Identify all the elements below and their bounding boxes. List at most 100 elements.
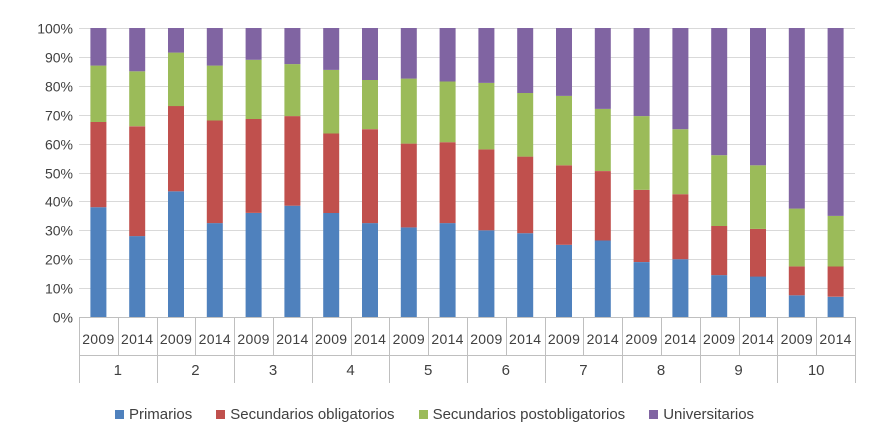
x-tick-label-year: 2014 bbox=[276, 331, 308, 347]
y-tick-label: 80% bbox=[45, 79, 73, 95]
bar-segment-primarios bbox=[129, 236, 146, 317]
bar-segment-secundarios-postobligatorios bbox=[827, 215, 844, 267]
x-tick-label-year: 2009 bbox=[315, 331, 347, 347]
bar-segment-primarios bbox=[168, 191, 184, 317]
bar-segment-secundarios-obligatorios bbox=[245, 119, 262, 213]
legend-label-primarios: Primarios bbox=[128, 405, 193, 423]
bar-segment-secundarios-postobligatorios bbox=[168, 52, 184, 107]
bar-segment-universitarios bbox=[323, 28, 340, 70]
x-tick-label-group: 6 bbox=[502, 362, 510, 379]
bar-segment-secundarios-postobligatorios bbox=[672, 129, 689, 195]
x-tick-label-year: 2009 bbox=[237, 331, 269, 347]
x-tick-label-group: 8 bbox=[657, 362, 665, 379]
bar-segment-secundarios-postobligatorios bbox=[284, 64, 301, 117]
x-tick-label-year: 2009 bbox=[548, 331, 580, 347]
x-tick-label-year: 2014 bbox=[587, 331, 619, 347]
y-tick-label: 40% bbox=[45, 194, 73, 210]
bar-segment-secundarios-obligatorios bbox=[400, 143, 417, 228]
bar-segment-primarios bbox=[672, 259, 689, 317]
bar-segment-primarios bbox=[206, 223, 223, 317]
bar-segment-secundarios-postobligatorios bbox=[90, 65, 107, 122]
legend-item-primarios: Primarios bbox=[114, 405, 193, 423]
x-tick-label-group: 10 bbox=[808, 362, 825, 379]
bar-segment-secundarios-postobligatorios bbox=[478, 82, 495, 150]
bar-segment-primarios bbox=[90, 207, 107, 317]
legend: Primarios Secundarios obligatorios Secun… bbox=[0, 402, 869, 426]
bar-segment-universitarios bbox=[788, 28, 805, 209]
bar-segment-secundarios-obligatorios bbox=[90, 121, 107, 208]
bar-segment-primarios bbox=[594, 240, 611, 317]
bar-segment-secundarios-obligatorios bbox=[672, 194, 689, 260]
bar-segment-universitarios bbox=[206, 28, 223, 66]
y-tick-label: 100% bbox=[37, 21, 73, 37]
legend-swatch-primarios bbox=[114, 409, 124, 419]
y-tick-label: 10% bbox=[45, 281, 73, 297]
bar-segment-secundarios-obligatorios bbox=[750, 228, 766, 277]
bar-segment-primarios bbox=[517, 233, 534, 317]
x-tick-label-year: 2009 bbox=[160, 331, 192, 347]
bar-segment-primarios bbox=[750, 276, 766, 317]
y-tick-label: 60% bbox=[45, 137, 73, 153]
x-tick-label-year: 2014 bbox=[742, 331, 774, 347]
bar-segment-secundarios-postobligatorios bbox=[400, 78, 417, 144]
x-tick-label-group: 2 bbox=[191, 362, 199, 379]
x-tick-label-year: 2014 bbox=[431, 331, 463, 347]
bar-segment-universitarios bbox=[168, 28, 184, 53]
bar-segment-secundarios-obligatorios bbox=[323, 133, 340, 213]
x-tick-label-year: 2014 bbox=[664, 331, 696, 347]
bar-segment-primarios bbox=[284, 205, 301, 317]
legend-item-secundarios-obligatorios: Secundarios obligatorios bbox=[216, 406, 395, 423]
bar-segment-secundarios-obligatorios bbox=[827, 266, 844, 297]
legend-swatch-secundarios-postobligatorios bbox=[418, 409, 428, 419]
bar-segment-secundarios-obligatorios bbox=[556, 165, 572, 245]
bar-segment-universitarios bbox=[750, 28, 766, 166]
bar-segment-secundarios-postobligatorios bbox=[633, 116, 650, 190]
bar-segment-primarios bbox=[478, 230, 495, 317]
x-tick-label-year: 2009 bbox=[82, 331, 114, 347]
bar-segment-secundarios-obligatorios bbox=[129, 126, 146, 237]
bar-segment-secundarios-postobligatorios bbox=[245, 59, 262, 119]
x-tick-label-group: 1 bbox=[114, 362, 122, 379]
x-tick-label-year: 2009 bbox=[470, 331, 502, 347]
x-tick-label-year: 2009 bbox=[703, 331, 735, 347]
bar-segment-secundarios-postobligatorios bbox=[323, 69, 340, 134]
bar-segment-universitarios bbox=[439, 28, 456, 82]
legend-label-secundarios-postobligatorios: Secundarios postobligatorios bbox=[432, 405, 626, 423]
bar-segment-universitarios bbox=[362, 28, 378, 80]
bar-segment-primarios bbox=[711, 275, 728, 317]
bar-segment-primarios bbox=[362, 223, 378, 317]
x-tick-label-group: 7 bbox=[579, 362, 587, 379]
y-tick-label: 90% bbox=[45, 50, 73, 66]
bar-segment-secundarios-obligatorios bbox=[517, 156, 534, 234]
legend-item-universitarios: Universitarios bbox=[649, 406, 754, 423]
x-tick-label-year: 2014 bbox=[121, 331, 153, 347]
y-tick-label: 0% bbox=[53, 310, 73, 326]
x-tick-label-year: 2014 bbox=[819, 331, 851, 347]
bar-segment-secundarios-postobligatorios bbox=[517, 93, 534, 157]
bar-segment-universitarios bbox=[827, 28, 844, 216]
bar-segment-universitarios bbox=[672, 28, 689, 130]
x-tick-label-year: 2009 bbox=[393, 331, 425, 347]
x-tick-label-group: 5 bbox=[424, 362, 432, 379]
bar-segment-secundarios-postobligatorios bbox=[129, 71, 146, 127]
legend-swatch-secundarios-obligatorios bbox=[216, 409, 226, 419]
bar-segment-universitarios bbox=[245, 28, 262, 60]
x-tick-label-year: 2014 bbox=[509, 331, 541, 347]
x-tick-label-year: 2014 bbox=[354, 331, 386, 347]
legend-item-secundarios-postobligatorios: Secundarios postobligatorios bbox=[418, 405, 626, 423]
bar-segment-universitarios bbox=[284, 28, 301, 65]
legend-swatch-universitarios bbox=[649, 409, 659, 419]
bar-segment-secundarios-obligatorios bbox=[168, 106, 184, 192]
bar-segment-primarios bbox=[827, 296, 844, 317]
bar-segment-secundarios-postobligatorios bbox=[362, 80, 378, 130]
bar-segment-secundarios-postobligatorios bbox=[594, 108, 611, 171]
bar-segment-secundarios-obligatorios bbox=[788, 266, 805, 296]
bar-segment-primarios bbox=[788, 295, 805, 317]
bar-segment-primarios bbox=[556, 244, 572, 318]
bar-segment-universitarios bbox=[129, 28, 146, 72]
x-tick-label-year: 2009 bbox=[781, 331, 813, 347]
y-tick-label: 20% bbox=[45, 252, 73, 268]
bar-segment-secundarios-obligatorios bbox=[633, 189, 650, 262]
bar-segment-universitarios bbox=[400, 28, 417, 79]
